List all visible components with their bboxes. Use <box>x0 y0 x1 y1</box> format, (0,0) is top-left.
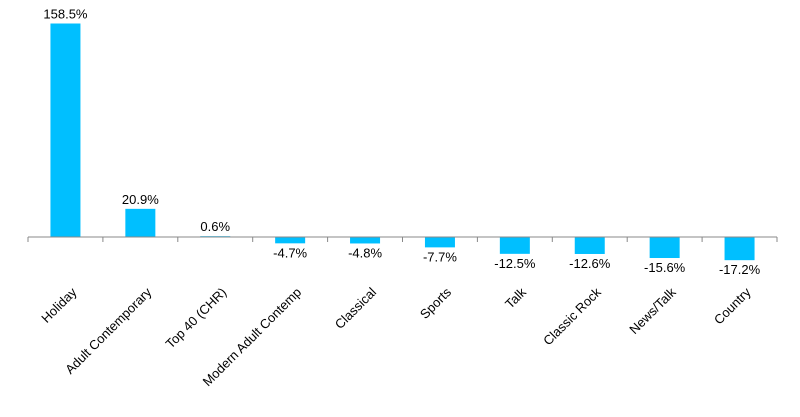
data-label: -17.2% <box>719 262 761 277</box>
bars-group <box>50 23 755 261</box>
data-label: -12.6% <box>569 256 611 271</box>
data-label: -4.8% <box>348 245 382 260</box>
data-label: 0.6% <box>200 219 230 234</box>
category-label: Classic Rock <box>540 284 604 348</box>
category-label: Holiday <box>38 284 80 326</box>
bar <box>724 237 755 261</box>
category-label: Country <box>711 284 754 327</box>
category-label: News/Talk <box>626 284 679 337</box>
data-labels-group: 158.5% 20.9% 0.6% -4.7% -4.8% -7.7% -12.5% -12.… <box>43 7 760 278</box>
data-label: 20.9% <box>122 192 159 207</box>
bar <box>424 237 455 248</box>
bar <box>499 237 530 254</box>
bar <box>50 23 81 237</box>
data-label: -15.6% <box>644 260 686 275</box>
bar <box>649 237 680 259</box>
bar <box>350 237 381 244</box>
category-label: Top 40 (CHR) <box>163 285 230 352</box>
x-axis-ticks <box>27 237 778 242</box>
category-label: Sports <box>417 284 455 322</box>
data-label: -4.7% <box>273 245 307 260</box>
category-label: Talk <box>502 284 529 311</box>
bar <box>574 237 605 254</box>
bar <box>275 237 306 244</box>
data-label: 158.5% <box>43 7 88 22</box>
data-label: -12.5% <box>494 256 536 271</box>
category-label: Classical <box>332 284 379 331</box>
bar <box>125 208 156 237</box>
data-label: -7.7% <box>423 249 457 264</box>
